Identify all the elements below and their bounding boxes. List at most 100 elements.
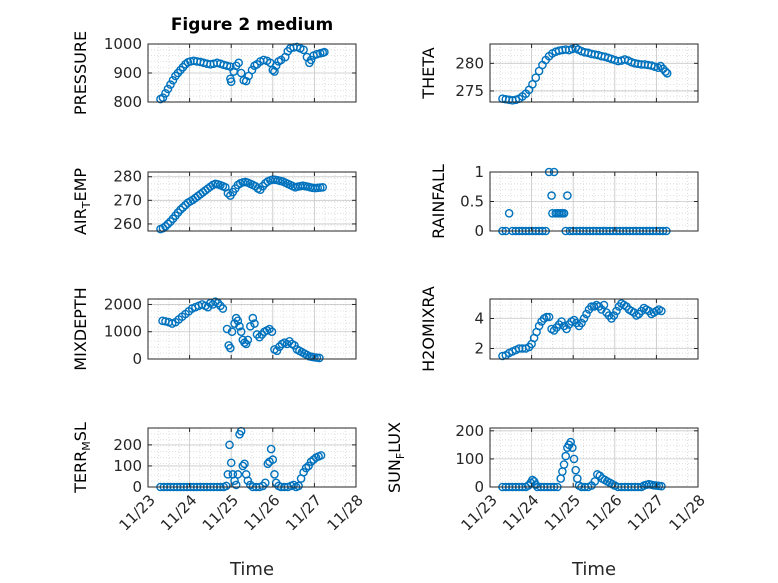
- data-point: [528, 80, 537, 89]
- data-point: [270, 470, 279, 479]
- data-point: [227, 327, 237, 337]
- data-point: [265, 324, 274, 334]
- axes-box: [147, 171, 357, 232]
- data-point: [266, 444, 276, 454]
- data-point: [289, 480, 298, 490]
- axes-box: [489, 298, 699, 360]
- data-point: [547, 191, 556, 200]
- data-point: [569, 454, 579, 464]
- x-tick-label: 11/26: [240, 491, 283, 534]
- data-point: [221, 481, 231, 491]
- subplot-3: 260 270 280 AIRTEMP: [71, 168, 357, 235]
- y-tick-label: 2000: [104, 295, 142, 313]
- axes-box: [489, 43, 699, 103]
- data-series: [156, 175, 328, 234]
- data-point: [166, 80, 175, 89]
- data-point: [275, 342, 284, 352]
- data-point: [577, 318, 586, 328]
- y-axis-label: THETA: [419, 47, 438, 99]
- data-point: [544, 312, 554, 322]
- data-point: [243, 335, 253, 345]
- y-axis-label: SUNFLUX: [385, 422, 407, 493]
- data-point: [225, 440, 234, 450]
- data-point: [559, 208, 569, 218]
- data-point: [238, 461, 248, 471]
- data-point: [657, 306, 666, 316]
- data-point: [236, 68, 246, 78]
- subplot-6: 2 4 H2OMIXRA: [419, 286, 699, 372]
- data-point: [223, 188, 233, 198]
- data-point: [301, 463, 311, 473]
- x-tick-label: 11/28: [324, 491, 367, 534]
- data-point: [263, 459, 273, 469]
- y-tick-label: 100: [113, 457, 142, 475]
- y-tick-label: 0: [474, 478, 484, 496]
- data-point: [161, 89, 170, 98]
- y-axis-label: MIXDEPTH: [71, 287, 90, 370]
- data-point: [285, 336, 294, 346]
- data-point: [304, 461, 313, 471]
- data-point: [661, 67, 670, 76]
- data-point: [579, 314, 589, 323]
- data-point: [235, 321, 244, 331]
- figure-title: Figure 2 medium: [171, 15, 333, 35]
- y-axis-label: PRESSURE: [71, 31, 90, 115]
- y-tick-label: 200: [455, 422, 484, 440]
- y-axis-label: AIRTEMP: [71, 168, 93, 235]
- data-point: [582, 309, 591, 319]
- x-tick-label: 11/27: [624, 491, 667, 534]
- data-point: [252, 330, 262, 339]
- y-tick-label: 280: [113, 168, 142, 186]
- data-point: [261, 478, 270, 488]
- x-tick-label: 11/23: [116, 491, 159, 534]
- y-tick-label: 1000: [104, 323, 142, 341]
- data-point: [315, 353, 324, 363]
- data-point: [231, 480, 241, 490]
- subplot-1: 800 900 1000 PRESSURE: [71, 31, 357, 115]
- data-point: [163, 84, 173, 94]
- data-point: [299, 45, 308, 55]
- data-point: [559, 460, 569, 469]
- data-point: [223, 470, 233, 479]
- data-point: [248, 313, 258, 323]
- data-point: [158, 93, 168, 102]
- data-point: [234, 58, 243, 68]
- subplot-5: 0 1000 2000 MIXDEPTH: [71, 287, 357, 371]
- y-tick-label: 2: [474, 340, 484, 358]
- data-point: [566, 437, 576, 447]
- y-tick-label: 900: [113, 64, 142, 82]
- data-point: [318, 183, 328, 192]
- data-point: [662, 68, 672, 78]
- data-point: [268, 455, 278, 464]
- x-tick-label: 11/27: [282, 491, 325, 534]
- data-point: [320, 47, 329, 57]
- x-tick-label: 11/26: [582, 491, 625, 534]
- y-tick-label: 275: [455, 82, 484, 100]
- data-point: [226, 77, 236, 86]
- subplot-2: 275 280 THETA: [419, 43, 699, 105]
- data-point: [561, 451, 571, 461]
- y-tick-label: 4: [474, 310, 484, 328]
- data-point: [609, 311, 619, 320]
- x-axis-label-left: Time: [229, 559, 274, 580]
- data-point: [246, 480, 255, 490]
- data-point: [163, 219, 173, 229]
- y-tick-label: 1: [474, 163, 484, 181]
- x-tick-label: 11/25: [199, 491, 242, 534]
- data-point: [316, 451, 326, 460]
- data-point: [504, 208, 514, 218]
- subplot-4: 0 0.5 1 RAINFALL: [429, 163, 699, 240]
- data-point: [241, 76, 251, 86]
- data-point: [226, 458, 236, 468]
- data-point: [226, 343, 235, 353]
- data-point: [312, 49, 322, 59]
- y-tick-label: 0: [474, 222, 484, 240]
- data-point: [233, 470, 243, 479]
- data-point: [534, 321, 544, 331]
- data-point: [243, 476, 253, 485]
- y-tick-label: 800: [113, 93, 142, 111]
- data-series: [498, 43, 672, 105]
- data-point: [531, 480, 541, 490]
- x-tick-label: 11/23: [458, 491, 501, 534]
